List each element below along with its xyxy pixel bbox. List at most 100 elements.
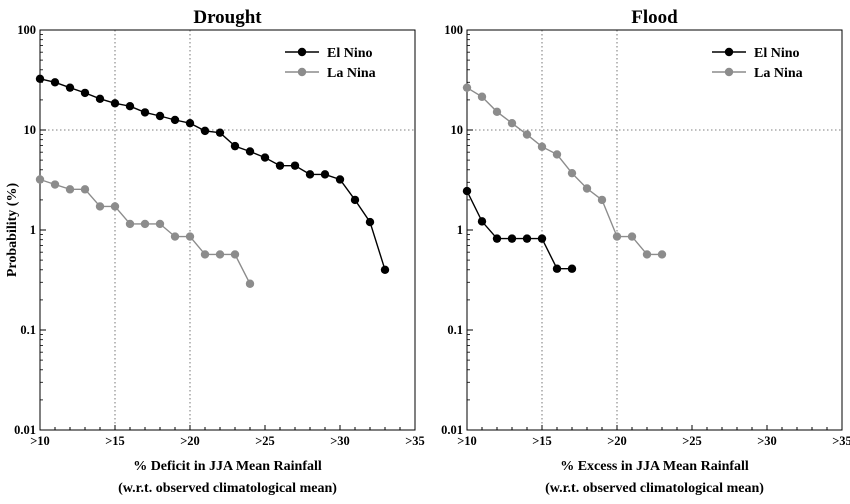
x-axis-label-line2: (w.r.t. observed climatological mean) [545, 481, 764, 496]
data-point [50, 78, 60, 87]
data-point [125, 219, 135, 229]
x-tick-label: >20 [607, 434, 627, 448]
data-point [477, 217, 487, 226]
data-point [567, 168, 577, 178]
data-point [140, 219, 150, 229]
y-tick-label: 100 [444, 23, 463, 37]
data-point [552, 150, 562, 159]
x-tick-label: >15 [105, 434, 125, 448]
x-tick-label: >15 [532, 434, 552, 448]
data-point [552, 264, 562, 273]
series-line [466, 190, 572, 270]
data-point [522, 234, 532, 243]
data-point [365, 217, 375, 227]
data-point [492, 107, 502, 117]
data-point [260, 153, 270, 162]
plot-frame [39, 29, 416, 431]
y-tick-label: 10 [451, 123, 464, 137]
data-point [492, 234, 502, 243]
data-point [155, 219, 165, 229]
data-point [35, 74, 45, 84]
y-tick-label: 0.1 [447, 323, 463, 337]
data-point [200, 250, 210, 259]
data-point [245, 279, 255, 288]
legend-label: El Nino [327, 46, 373, 61]
x-axis-label-line2: (w.r.t. observed climatological mean) [118, 481, 337, 496]
data-point [125, 101, 135, 111]
legend-marker [297, 67, 307, 77]
data-point [95, 94, 105, 104]
data-point [110, 202, 120, 211]
series-la-nina [462, 83, 667, 259]
x-tick-label: >25 [682, 434, 702, 448]
y-axis-label: Probability (%) [5, 183, 20, 278]
data-point [612, 232, 622, 241]
series-line [39, 78, 386, 271]
plot-frame [466, 29, 843, 431]
data-point [320, 170, 330, 179]
x-tick-label: >10 [457, 434, 477, 448]
legend-label: La Nina [754, 66, 803, 81]
data-point [627, 232, 637, 241]
data-point [657, 250, 667, 259]
data-point [597, 195, 607, 205]
series-line [39, 178, 251, 285]
data-point [522, 130, 532, 139]
y-tick-label: 0.1 [20, 323, 36, 337]
data-point [567, 264, 577, 273]
data-point [537, 142, 547, 151]
data-point [155, 111, 165, 121]
data-point [642, 250, 652, 259]
data-point [230, 141, 240, 151]
data-point [215, 250, 225, 259]
data-point [477, 92, 487, 101]
data-point [65, 83, 75, 92]
data-point [507, 118, 517, 128]
data-point [80, 185, 90, 194]
data-point [65, 185, 75, 194]
data-point [507, 234, 517, 243]
data-point [185, 232, 195, 241]
chart-title: Flood [631, 7, 678, 28]
data-point [290, 161, 300, 170]
legend-label: La Nina [327, 66, 376, 81]
data-point [462, 186, 472, 196]
data-point [170, 115, 180, 125]
data-point [582, 184, 592, 193]
data-point [170, 232, 180, 241]
data-point [350, 195, 360, 205]
data-point [380, 265, 390, 274]
data-point [537, 234, 547, 243]
data-point [110, 99, 120, 108]
x-tick-label: >10 [30, 434, 50, 448]
data-point [80, 88, 90, 98]
series-la-nina [35, 175, 255, 288]
data-point [95, 202, 105, 211]
flood-panel: >10 >15 >20 >25 >30 >35 0.01 0.1 1 10 100 Flood % Ex… [441, 7, 850, 496]
legend-marker [724, 67, 734, 77]
data-point [305, 170, 315, 179]
y-tick-label: 10 [24, 123, 37, 137]
data-point [200, 126, 210, 136]
data-point [140, 108, 150, 117]
y-tick-label: 100 [17, 23, 36, 37]
x-tick-label: >20 [180, 434, 200, 448]
legend-label: El Nino [754, 46, 800, 61]
drought-panel: >10 >15 >20 >25 >30 >35 0.01 0.1 1 10 100 Drought % … [5, 7, 425, 496]
data-point [215, 128, 225, 137]
data-point [462, 83, 472, 92]
x-tick-label: >30 [330, 434, 350, 448]
x-axis-label: % Deficit in JJA Mean Rainfall [133, 459, 322, 474]
x-tick-label: >35 [405, 434, 425, 448]
y-tick-label: 0.01 [14, 423, 36, 437]
legend-marker [724, 47, 734, 57]
data-point [335, 175, 345, 184]
data-point [50, 180, 60, 189]
data-point [35, 175, 45, 184]
x-axis-label: % Excess in JJA Mean Rainfall [560, 459, 749, 474]
series-el-nino [462, 186, 577, 273]
series-el-nino [35, 74, 390, 274]
x-tick-label: >35 [832, 434, 850, 448]
data-point [245, 147, 255, 156]
